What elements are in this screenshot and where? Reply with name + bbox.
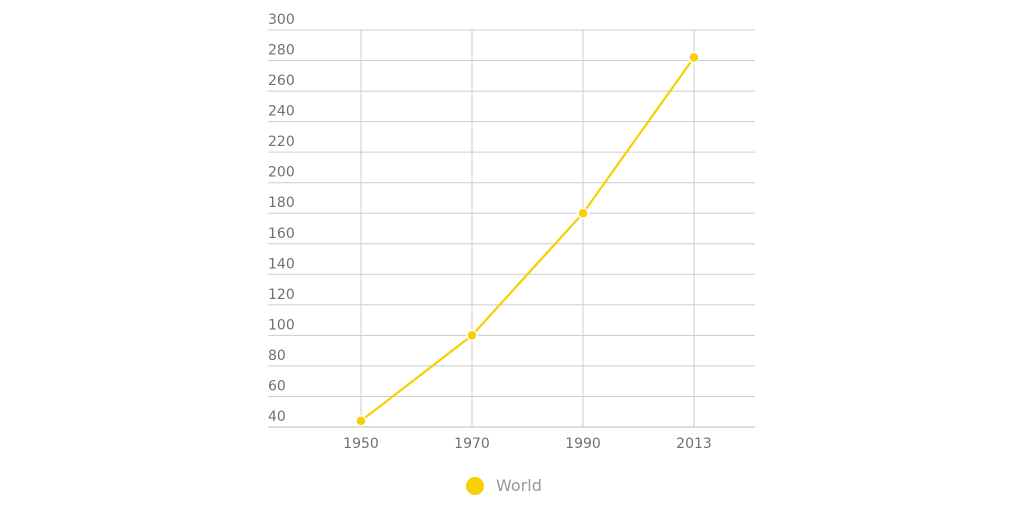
series-line <box>360 56 695 422</box>
grid-lines <box>268 29 755 428</box>
data-point[interactable] <box>466 329 478 342</box>
x-tick-label: 1970 <box>454 436 490 452</box>
x-tick-label: 1990 <box>565 436 601 452</box>
y-tick-label: 100 <box>268 317 295 333</box>
y-tick-label: 280 <box>268 43 295 59</box>
y-tick-label: 260 <box>268 73 295 89</box>
x-axis-ticks: 1950 1970 1990 2013 <box>343 436 712 452</box>
legend-label: World <box>496 476 542 495</box>
data-point[interactable] <box>577 207 589 219</box>
legend[interactable]: World <box>466 476 542 495</box>
data-point[interactable] <box>688 51 700 64</box>
data-point[interactable] <box>355 415 367 427</box>
y-tick-label: 140 <box>268 256 295 272</box>
y-axis-ticks: 40 60 80 100 120 140 160 180 200 220 240 260 280 300 <box>268 12 295 425</box>
y-tick-label: 160 <box>268 226 295 242</box>
series-world <box>355 51 700 427</box>
y-tick-label: 200 <box>268 165 295 181</box>
y-tick-label: 40 <box>268 409 286 425</box>
legend-marker-icon <box>466 476 484 495</box>
x-tick-label: 2013 <box>676 436 712 452</box>
y-tick-label: 220 <box>268 134 295 150</box>
y-tick-label: 60 <box>268 378 286 394</box>
x-tick-label: 1950 <box>343 436 379 452</box>
y-tick-label: 120 <box>268 287 295 303</box>
y-tick-label: 180 <box>268 195 295 211</box>
y-tick-label: 300 <box>268 12 295 28</box>
y-tick-label: 240 <box>268 104 295 120</box>
y-tick-label: 80 <box>268 348 286 364</box>
